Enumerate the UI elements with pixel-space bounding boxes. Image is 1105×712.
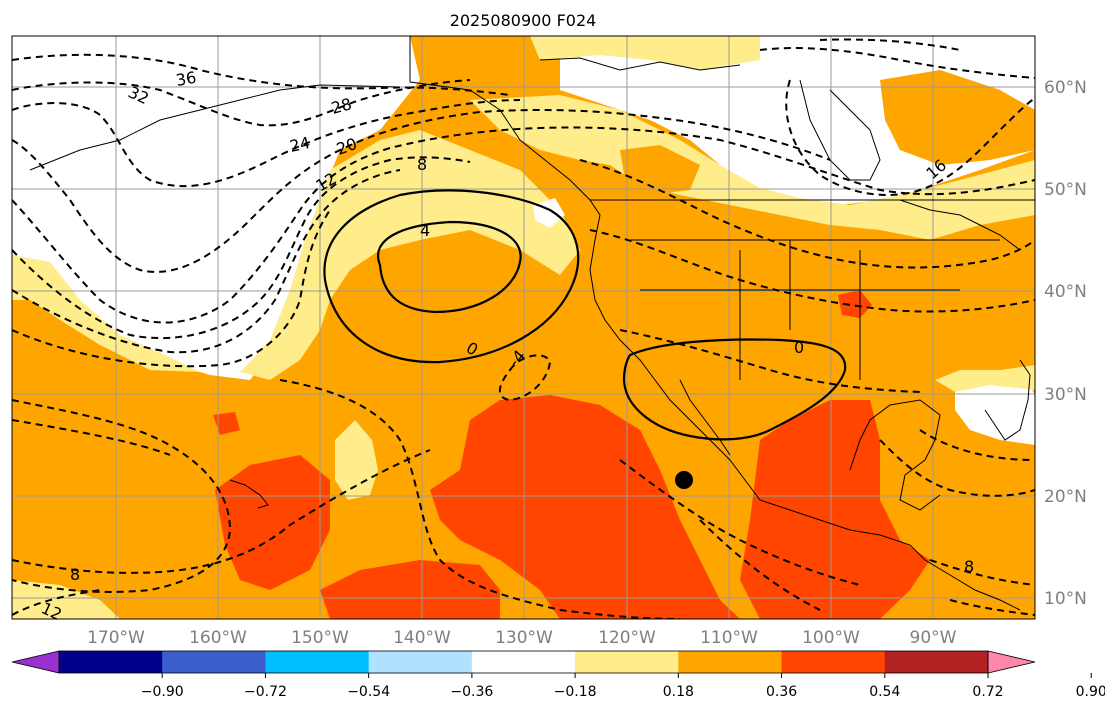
colorbar-tick-label: −0.90 [141, 684, 184, 700]
lat-label: 60°N [1044, 78, 1087, 98]
lat-label: 20°N [1044, 487, 1087, 507]
lon-label: 110°W [700, 628, 758, 648]
map-title: 2025080900 F024 [450, 11, 597, 30]
storm-position-dot [675, 471, 693, 489]
colorbar-outline [58, 650, 989, 674]
lon-label: 130°W [495, 628, 553, 648]
contour-label: 8 [70, 565, 80, 584]
contour-label: 28 [329, 94, 354, 118]
colorbar-tick-label: −0.18 [554, 684, 597, 700]
contour-label: 8 [964, 557, 974, 576]
map-frame [11, 35, 1036, 620]
colorbar-tick-label: −0.36 [450, 684, 493, 700]
lon-label: 140°W [393, 628, 451, 648]
colorbar-segment [884, 651, 989, 673]
colorbar-segment [368, 651, 473, 673]
yellow-top-strip [530, 36, 760, 70]
colorbar-extend-high [987, 650, 1036, 674]
yellow-band-west [12, 255, 200, 372]
lat-label: 40°N [1044, 282, 1087, 302]
yellow-south-left [12, 580, 120, 619]
colorbar-segment [471, 651, 576, 673]
colorbar-segment [575, 651, 679, 673]
colorbar: −0.90 −0.72 −0.54 −0.36 −0.18 0.18 0.36 0.54 0.7… [11, 650, 1105, 700]
lon-label: 150°W [291, 628, 349, 648]
graticule [12, 36, 1035, 619]
lon-label: 90°W [910, 628, 957, 648]
lat-label: 50°N [1044, 180, 1087, 200]
lon-label: 100°W [802, 628, 860, 648]
lon-label: 160°W [189, 628, 247, 648]
orange-canada-east [880, 70, 1035, 165]
contour-0-pacific [323, 189, 580, 364]
darkorange-us-spot [838, 290, 872, 318]
dashed-contours [12, 38, 1035, 619]
contour-label: 36 [174, 68, 197, 90]
latitude-labels: 60°N 50°N 40°N 30°N 20°N 10°N [1044, 78, 1087, 609]
yellow-band-canada [470, 95, 1035, 240]
darkorange-left-spot [213, 412, 240, 435]
darkorange-south [320, 560, 500, 619]
colorbar-segment [265, 651, 370, 673]
lat-label: 10°N [1044, 589, 1087, 609]
white-region-north-pacific [12, 36, 420, 380]
colorbar-tick-label: 0.18 [663, 684, 694, 700]
colorbar-tick-label: 0.72 [972, 684, 1003, 700]
colorbar-segment [162, 651, 266, 673]
contour-label: 24 [288, 133, 312, 156]
coastlines [29, 36, 1035, 611]
colorbar-segment [59, 651, 163, 673]
colorbar-segment [678, 651, 783, 673]
longitude-labels: 170°W 160°W 150°W 140°W 130°W 120°W 110°… [87, 628, 957, 648]
lon-label: 120°W [598, 628, 656, 648]
lat-label: 30°N [1044, 385, 1087, 405]
solid-contours [323, 189, 847, 441]
colorbar-tick-label: 0.54 [869, 684, 900, 700]
contour-0-mexico [622, 338, 847, 441]
yellow-region-florida [935, 365, 1035, 392]
colorbar-tick-label: −0.54 [347, 684, 390, 700]
colorbar-tick-label: 0.36 [766, 684, 797, 700]
map-area [12, 36, 1035, 619]
darkorange-mexico [740, 400, 930, 619]
colorbar-segment [781, 651, 886, 673]
darkorange-hawaii [215, 455, 330, 590]
colorbar-tick-label: −0.72 [244, 684, 287, 700]
darkorange-central-pacific [430, 395, 740, 619]
contour-4 [377, 220, 522, 314]
contour-label: 8 [417, 155, 427, 174]
darkorange-canada [620, 145, 700, 195]
colorbar-tick-label: 0.90 [1076, 684, 1105, 700]
contour-label: 0 [794, 338, 804, 357]
colorbar-extend-low [11, 650, 60, 674]
contour-label: 4 [420, 221, 430, 240]
white-region-florida [955, 380, 1035, 445]
lon-label: 170°W [87, 628, 145, 648]
